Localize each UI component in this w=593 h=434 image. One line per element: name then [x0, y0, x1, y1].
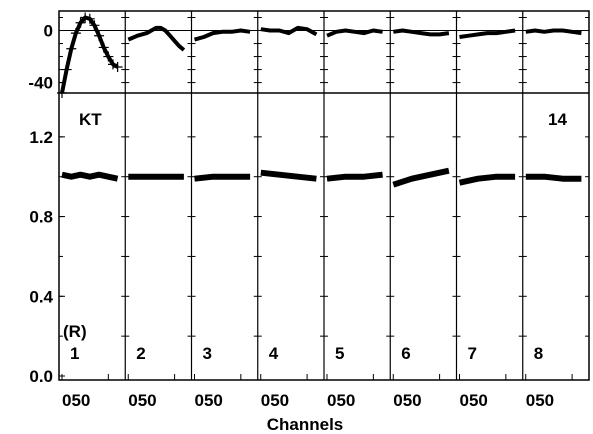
panel-label: 3 [203, 344, 212, 363]
phase-point [107, 59, 118, 70]
x-tick-labels: 050 [261, 391, 289, 410]
y-tick-label: 0.8 [29, 208, 53, 227]
y-tick-label: 0.0 [29, 367, 53, 386]
phase-series [260, 25, 318, 37]
panel-label: 5 [335, 344, 344, 363]
data-series [57, 12, 582, 188]
x-tick-labels: 050 [526, 391, 554, 410]
x-tick-labels: 050 [62, 391, 90, 410]
amplitude-series [260, 169, 317, 182]
x-tick-labels: 050 [460, 391, 488, 410]
phase-point [57, 88, 67, 98]
panel-label: 7 [468, 344, 477, 363]
phase-series [60, 15, 119, 94]
y-tick-label: 0.4 [29, 287, 53, 306]
x-tick-labels: 050 [195, 391, 223, 410]
phase-series [326, 28, 383, 38]
panel-label: 1 [70, 344, 79, 363]
amplitude-series [194, 173, 251, 182]
phase-point [61, 64, 72, 75]
phase-point [89, 20, 100, 31]
phase-point [70, 28, 81, 39]
phase-series [525, 28, 582, 36]
phase-point [112, 61, 123, 72]
phase-series [193, 28, 251, 42]
phase-series [459, 28, 516, 39]
panel-label: 2 [136, 344, 145, 363]
number-label: 14 [548, 110, 567, 129]
y-tick-label: -40 [28, 74, 53, 93]
phase-point [94, 30, 105, 41]
phase-point [84, 13, 95, 24]
panel-frames [58, 10, 590, 381]
phase-point [80, 12, 91, 23]
phase-series [393, 28, 450, 37]
receiver-label: (R) [63, 322, 87, 341]
panel-label: 6 [401, 344, 410, 363]
x-tick-labels: 050 [327, 391, 355, 410]
phase-series [127, 25, 186, 52]
y-tick-label: 0 [44, 22, 53, 41]
amplitude-series [458, 173, 516, 186]
panel-label: 8 [534, 344, 543, 363]
x-tick-labels: 050 [393, 391, 421, 410]
phase-point [103, 51, 114, 62]
x-axis-label: Channels [267, 415, 344, 434]
phase-point [98, 42, 109, 53]
amplitude-series [326, 171, 383, 182]
x-tick-labels: 050 [128, 391, 156, 410]
amplitude-series [525, 173, 582, 182]
phase-point [75, 17, 86, 28]
amplitude-series [61, 171, 119, 182]
amplitude-series [392, 167, 450, 188]
phase-point [66, 43, 77, 54]
kt-label: KT [79, 110, 102, 129]
panel-label: 4 [269, 344, 279, 363]
chart-labels: KT 14 (R) Channels 0 -40 0.0 0.4 0.8 1.2 050 1 0… [28, 22, 567, 434]
y-tick-label: 1.2 [29, 128, 53, 147]
